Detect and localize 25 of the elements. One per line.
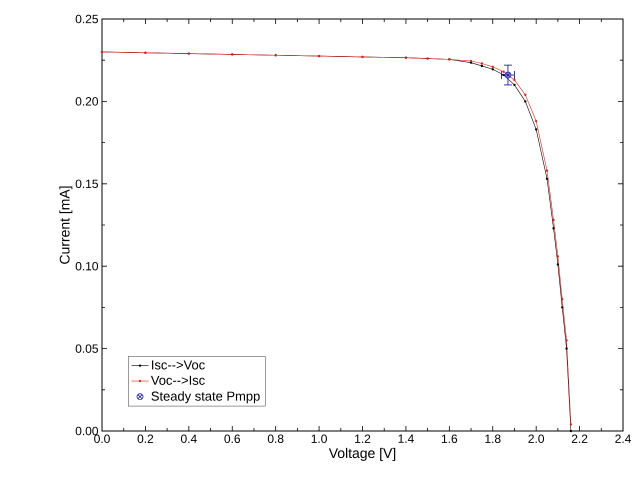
x-tick-label: 1.2	[355, 434, 370, 443]
y-axis-title: Current [mA]	[59, 186, 72, 264]
x-tick-label: 1.0	[312, 434, 327, 443]
y-tick-label: 0.10	[76, 262, 98, 270]
y-tick-label: 0.05	[76, 344, 98, 353]
x-tick-label: 1.4	[398, 434, 414, 443]
x-tick-label: 0.4	[180, 434, 197, 443]
y-tick-label: 0.00	[76, 426, 98, 436]
x-tick-label: 0.8	[268, 434, 284, 443]
x-tick-label: 2.4	[615, 434, 631, 443]
y-tick-label: 0.15	[76, 180, 98, 188]
x-tick-label: 0.2	[138, 434, 154, 443]
x-tick-label: 2.0	[528, 434, 544, 443]
x-tick-label: 1.6	[442, 434, 458, 443]
point	[504, 72, 512, 78]
y-tick-label: 0.20	[76, 97, 98, 106]
y-tick-label: 0.25	[76, 14, 98, 24]
x-tick-label: 2.2	[572, 434, 588, 443]
legend-label: Isc-->Voc	[152, 360, 205, 370]
legend-label: Voc-->Isc	[150, 376, 205, 385]
legend-label: Steady state Pmpp	[151, 391, 260, 404]
x-tick-label: 1.8	[485, 434, 501, 443]
x-axis-title: Voltage [V]	[328, 448, 396, 461]
x-tick-label: 0.0	[94, 434, 110, 443]
x-tick-label: 0.6	[224, 434, 240, 443]
